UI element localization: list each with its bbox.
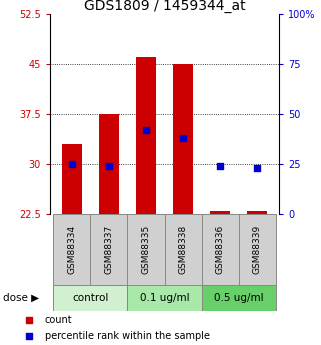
Text: 0.5 ug/ml: 0.5 ug/ml <box>214 293 263 303</box>
Bar <box>173 64 193 214</box>
Text: GSM88336: GSM88336 <box>215 225 225 274</box>
Text: count: count <box>45 315 73 325</box>
Text: GSM88335: GSM88335 <box>142 225 151 274</box>
Text: control: control <box>72 293 109 303</box>
Bar <box>99 114 119 214</box>
FancyBboxPatch shape <box>54 214 91 285</box>
Point <box>217 163 222 169</box>
Text: GSM88334: GSM88334 <box>67 225 76 274</box>
FancyBboxPatch shape <box>127 214 165 285</box>
Bar <box>210 211 230 214</box>
Bar <box>62 144 82 214</box>
Text: GSM88338: GSM88338 <box>178 225 187 274</box>
Text: GSM88339: GSM88339 <box>253 225 262 274</box>
FancyBboxPatch shape <box>91 214 127 285</box>
FancyBboxPatch shape <box>202 285 275 310</box>
Point <box>26 334 31 339</box>
Point <box>69 161 74 167</box>
FancyBboxPatch shape <box>165 214 202 285</box>
Text: 0.1 ug/ml: 0.1 ug/ml <box>140 293 189 303</box>
Title: GDS1809 / 1459344_at: GDS1809 / 1459344_at <box>84 0 245 13</box>
Text: dose ▶: dose ▶ <box>3 293 39 303</box>
Point <box>180 135 186 141</box>
Point <box>107 163 112 169</box>
FancyBboxPatch shape <box>54 285 127 310</box>
FancyBboxPatch shape <box>127 285 202 310</box>
FancyBboxPatch shape <box>239 214 275 285</box>
FancyBboxPatch shape <box>202 214 239 285</box>
Point <box>255 165 260 171</box>
Point <box>26 317 31 323</box>
Text: percentile rank within the sample: percentile rank within the sample <box>45 332 210 341</box>
Bar <box>247 211 267 214</box>
Text: GSM88337: GSM88337 <box>104 225 114 274</box>
Bar <box>136 57 156 214</box>
Point <box>143 127 149 132</box>
